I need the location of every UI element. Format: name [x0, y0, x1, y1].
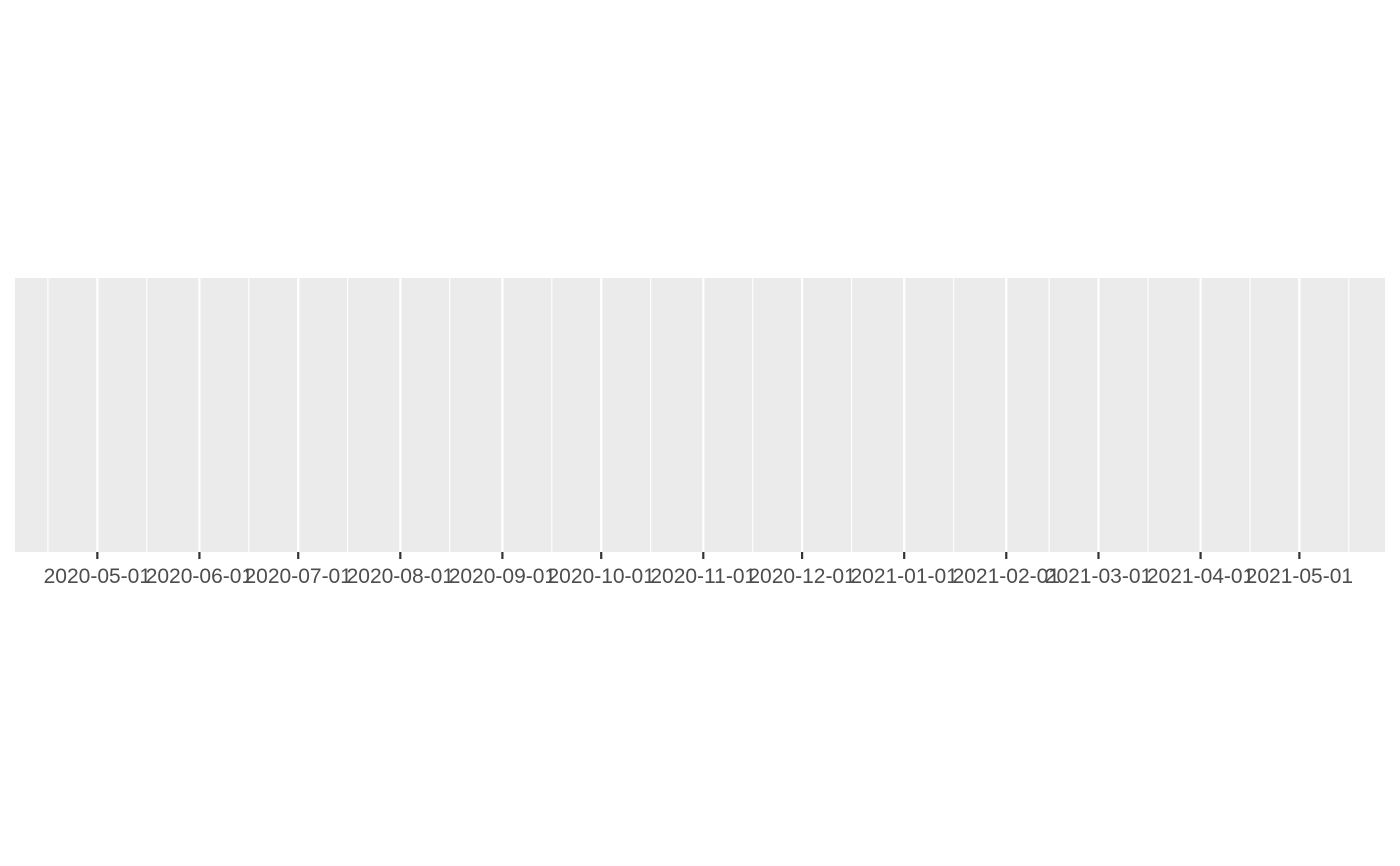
x-tick-label-6: 2020-11-01: [650, 565, 756, 588]
x-tick-label-12: 2021-05-01: [1246, 565, 1353, 588]
x-tick-label-1: 2020-06-01: [146, 565, 253, 588]
x-tick-label-3: 2020-08-01: [347, 565, 454, 588]
x-axis: 2020-05-012020-06-012020-07-012020-08-01…: [44, 552, 1353, 588]
x-tick-label-0: 2020-05-01: [44, 565, 151, 588]
x-tick-label-8: 2021-01-01: [850, 565, 957, 588]
x-tick-label-7: 2020-12-01: [748, 565, 855, 588]
plot-panel: [15, 278, 1385, 552]
x-tick-label-11: 2021-04-01: [1147, 565, 1254, 588]
x-tick-label-4: 2020-09-01: [449, 565, 556, 588]
x-tick-label-5: 2020-10-01: [547, 565, 654, 588]
x-tick-label-2: 2020-07-01: [245, 565, 352, 588]
minor-gridlines: [47, 278, 1350, 552]
x-tick-label-9: 2021-02-01: [953, 565, 1060, 588]
major-gridlines: [96, 278, 1301, 552]
x-tick-label-10: 2021-03-01: [1045, 565, 1152, 588]
